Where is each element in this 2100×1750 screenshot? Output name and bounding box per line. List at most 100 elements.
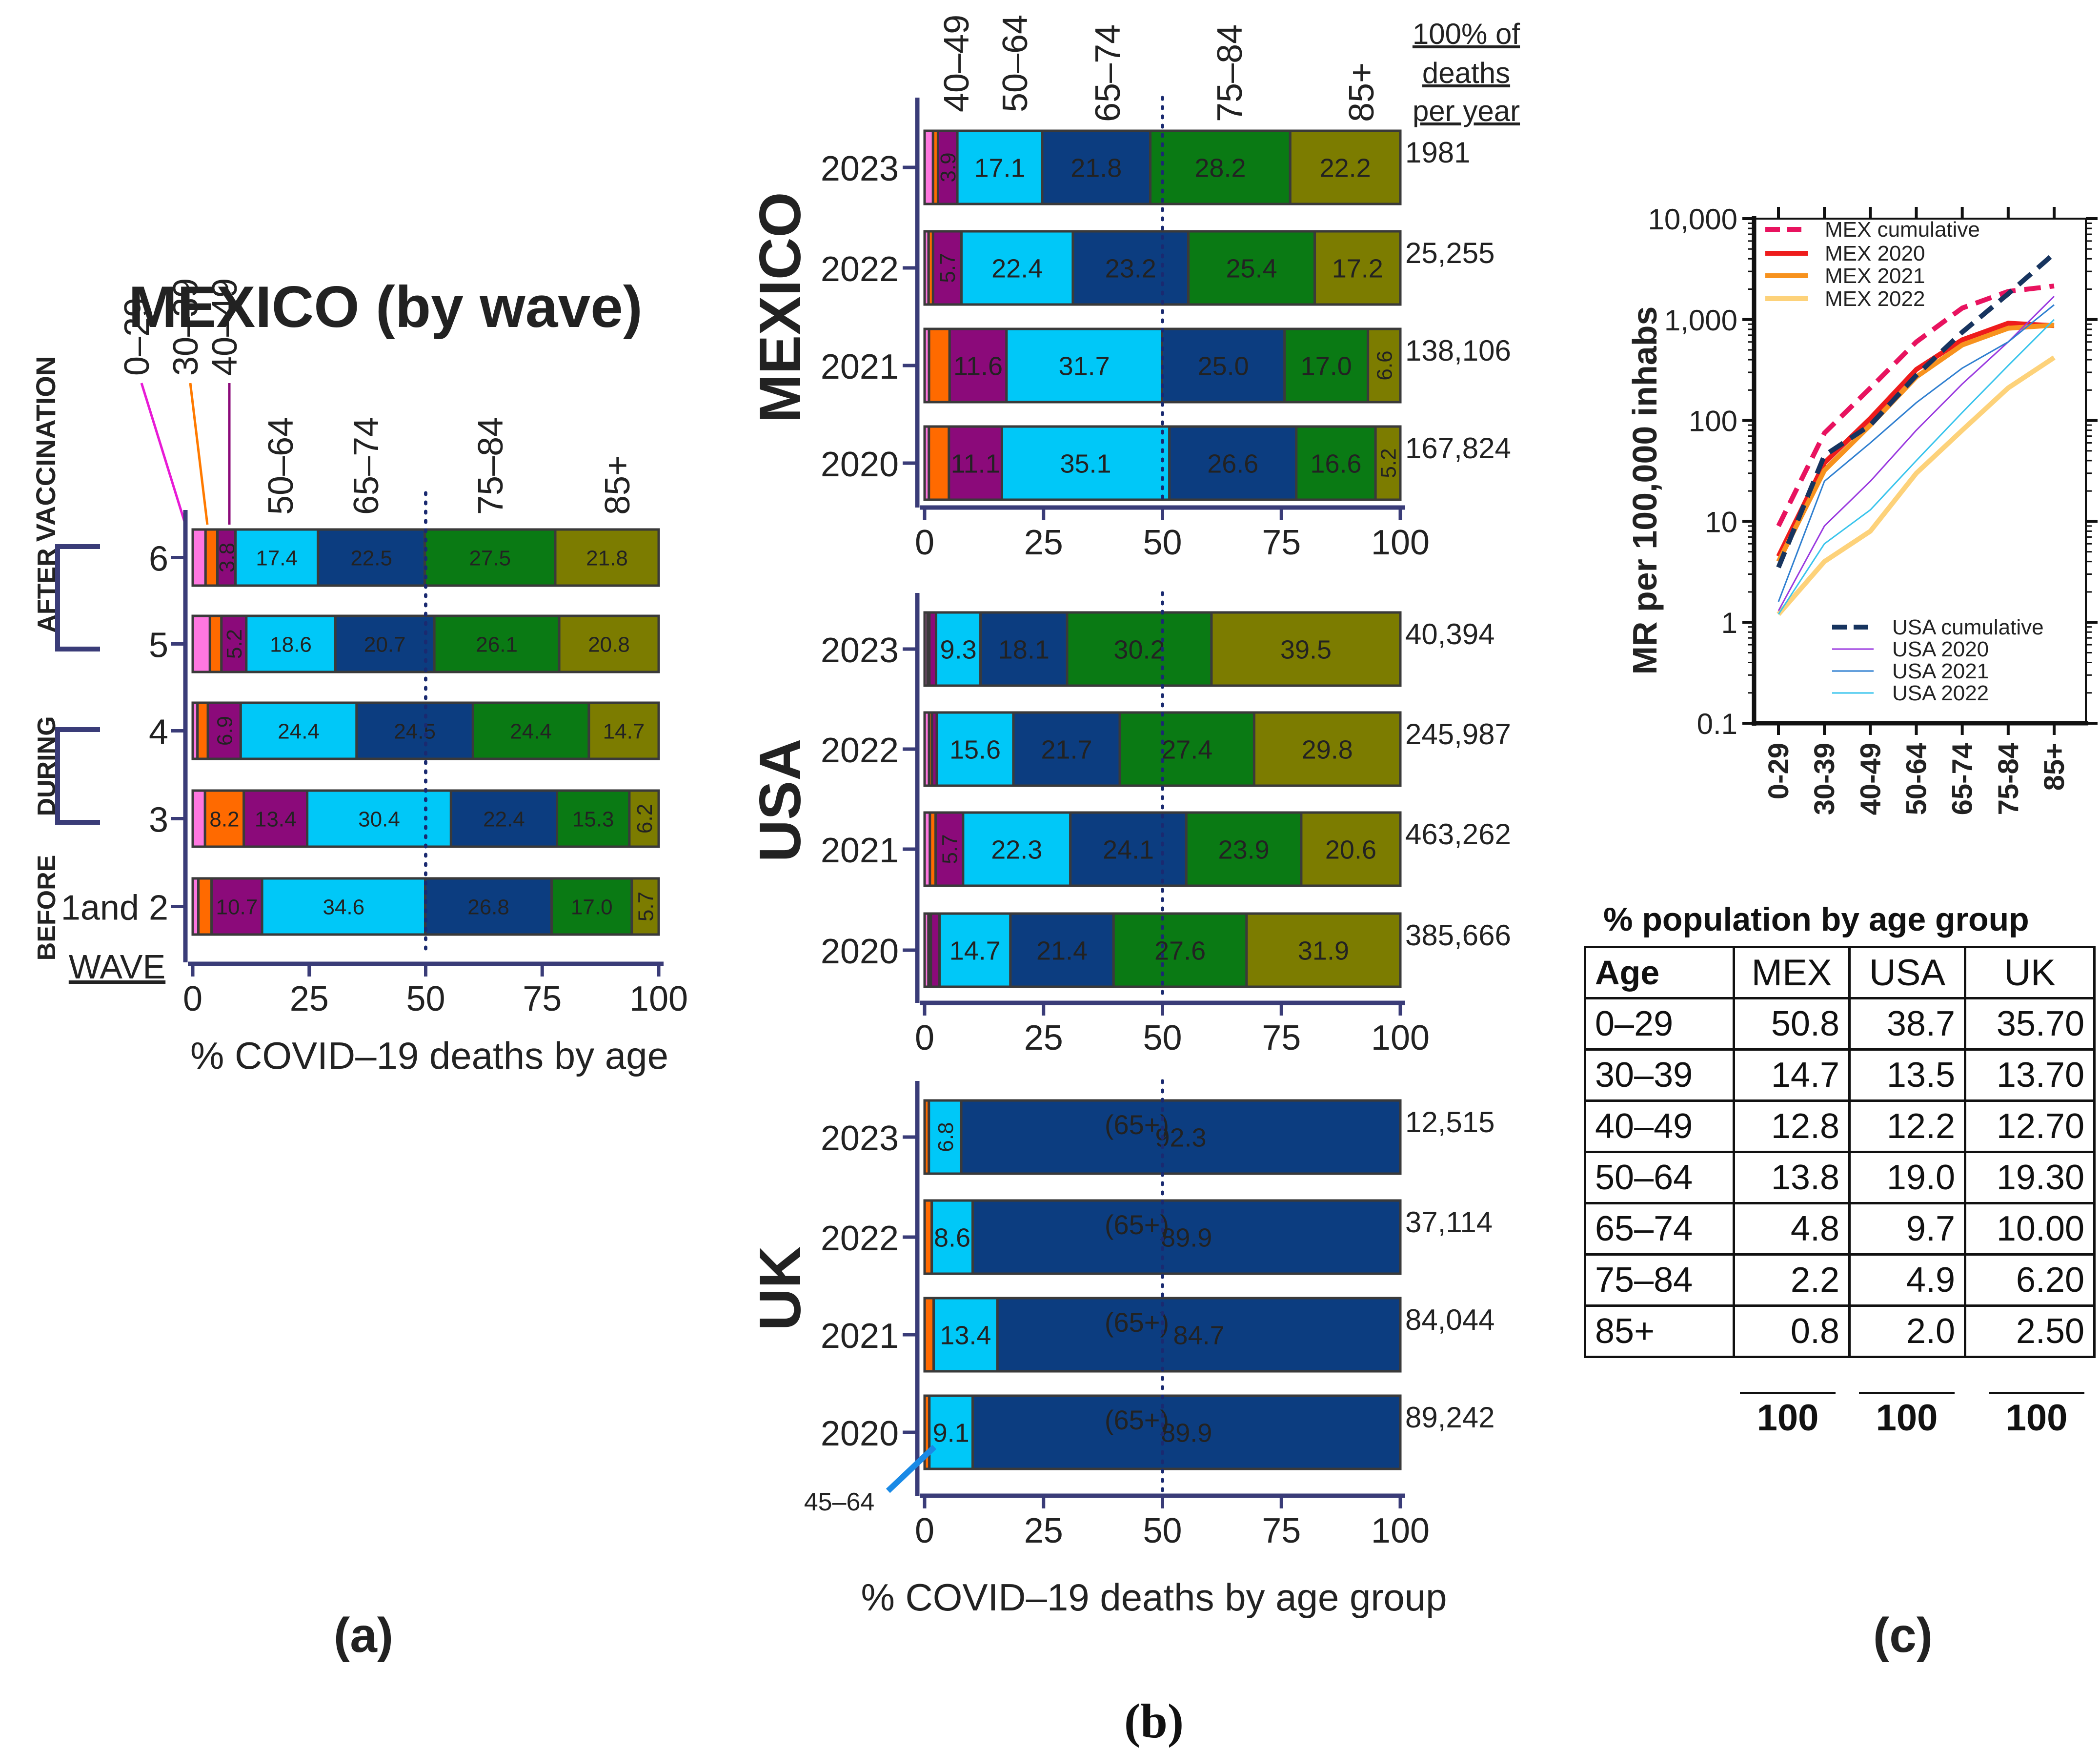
panel-a-title: MEXICO (by wave) [128,274,643,340]
deaths-per-year: 12,515 [1405,1106,1495,1139]
bar-segment [928,425,950,501]
bar-value-label: 16.6 [1310,449,1361,478]
panel-c: 0.1 1 10 100 1,000 10,000 0-29 30-39 40-49 50-64 6… [1626,203,2098,1663]
table-cell-value: 10.00 [1964,1202,2096,1256]
bar-segment [630,877,660,936]
y-tick-label: 3 [149,801,168,840]
bar-value-label: 17.0 [571,895,613,919]
table-cell-value: 35.70 [1964,997,2096,1051]
age-group-label: 75–84 [1211,24,1250,122]
bar-value-label: 13.4 [255,807,297,831]
bar-value-label: 18.1 [998,635,1050,664]
deaths-header-line: per year [1413,95,1520,127]
bar-segment [1005,327,1163,404]
panel-a-xlabel: % COVID–19 deaths by age [190,1034,668,1077]
bar-value-label: 89.9 [1161,1418,1212,1447]
panel-a: MEXICO (by wave) 0–29 30–39 40–49 50–64 65–7… [30,274,688,1663]
table-cell-value: 2.2 [1733,1253,1851,1307]
x-tick-label: 50 [1143,1018,1182,1058]
deaths-per-year: 37,114 [1405,1206,1493,1239]
year-label: 2020 [821,445,899,484]
bar-segment [1185,811,1303,887]
x-tick-label: 100 [629,979,688,1018]
x-tick-label: 0 [183,979,202,1018]
bar-value-label: 9.3 [940,635,977,664]
bar-value-label: 5.7 [634,892,658,921]
age-group-label: 50–64 [262,417,301,515]
table-cell-age: 65–74 [1584,1202,1735,1256]
table-cell-value: 19.30 [1964,1151,2096,1204]
legend-label: MEX 2021 [1825,264,1925,288]
bar-value-label: 27.6 [1154,936,1206,965]
bar-segment [210,877,263,936]
bar-value-label: 24.5 [394,719,436,743]
series-line [1777,319,2055,615]
panel-b-xlabel: % COVID–19 deaths by age group [861,1576,1447,1619]
bar-segment [424,528,557,587]
bar-segment [1000,425,1171,501]
bar-value-label: 89.9 [1161,1223,1212,1252]
bar-value-label: 21.4 [1036,936,1088,965]
age-group-label: 0–29 [118,298,157,376]
table-cell-value: 19.0 [1848,1151,1966,1204]
bar-segment [938,912,1012,988]
bar-segment [558,614,660,673]
bar-segment [1210,611,1402,687]
bar-segment [971,1199,1402,1275]
legend-label: MEX 2020 [1825,242,1925,265]
bar-value-label: 22.4 [991,254,1043,283]
table-row: 0–29 50.8 38.7 35.70 [1584,997,2096,1051]
bar-segment [1300,811,1402,887]
country-label: UK [747,1246,813,1330]
population-table: Age MEX USA UK 0–29 50.8 38.7 35.70 30–39 14.… [1584,946,2096,1358]
y-tick-label: 1and 2 [61,889,168,928]
bar-segment [1295,425,1377,501]
bar-segment [928,1099,963,1175]
bar-segment [929,912,941,988]
bar-value-label: 8.2 [209,807,239,831]
age-group-label: 85+ [598,455,637,515]
table-cell-value: 0.8 [1733,1304,1851,1358]
x-tick-label: 0-29 [1763,743,1795,799]
bar-segment [424,877,553,936]
table-cell-value: 14.7 [1733,1048,1851,1102]
panel-c-line-chart: 0.1 1 10 100 1,000 10,000 0-29 30-39 40-49 50-64 6… [1648,203,2098,815]
bar-value-label: 25.0 [1198,351,1249,381]
legend-label: MEX cumulative [1825,218,1980,242]
uk-group-label: (65+) [1105,1404,1169,1435]
x-tick-label: 0 [915,1018,934,1058]
bar-value-label: 22.2 [1320,153,1371,183]
age-group-label: 65–74 [1089,24,1128,122]
x-tick-label: 30-39 [1809,743,1840,815]
table-header-age: Age [1584,946,1735,999]
table-cell-value: 4.9 [1848,1253,1966,1307]
phase-label: BEFORE [33,855,61,961]
table-cell-value: 12.70 [1964,1099,2096,1153]
mex-total-line [1740,1392,1836,1394]
table-cell-value: 12.2 [1848,1099,1966,1153]
age-label-leader [189,383,209,525]
country-label: USA [747,738,813,862]
usa-total-line [1859,1392,1955,1394]
uk-group-label: (65+) [1105,1209,1169,1240]
bar-value-label: 20.8 [588,632,630,656]
bar-value-label: 30.4 [358,807,400,831]
bar-value-label: 28.2 [1194,153,1246,183]
x-tick-label: 100 [1371,523,1430,562]
bar-value-label: 31.7 [1059,351,1110,381]
bar-segment [191,528,207,587]
y-tick-label: 10,000 [1648,203,1737,236]
bar-segment [932,1297,999,1373]
bar-value-label: 84.7 [1173,1321,1225,1350]
bar-value-label: 34.6 [323,895,364,919]
table-cell-value: 2.50 [1964,1304,2096,1358]
bar-segment [587,701,660,760]
x-tick-label: 25 [1024,1018,1063,1058]
bar-segment [1367,327,1402,404]
table-cell-value: 38.7 [1848,997,1966,1051]
age-group-label: 40–49 [205,278,244,376]
bar-value-label: 6.6 [1373,350,1397,380]
bar-value-label: 22.3 [991,835,1042,864]
x-tick-label: 0 [915,523,934,562]
bar-segment [923,1297,935,1373]
